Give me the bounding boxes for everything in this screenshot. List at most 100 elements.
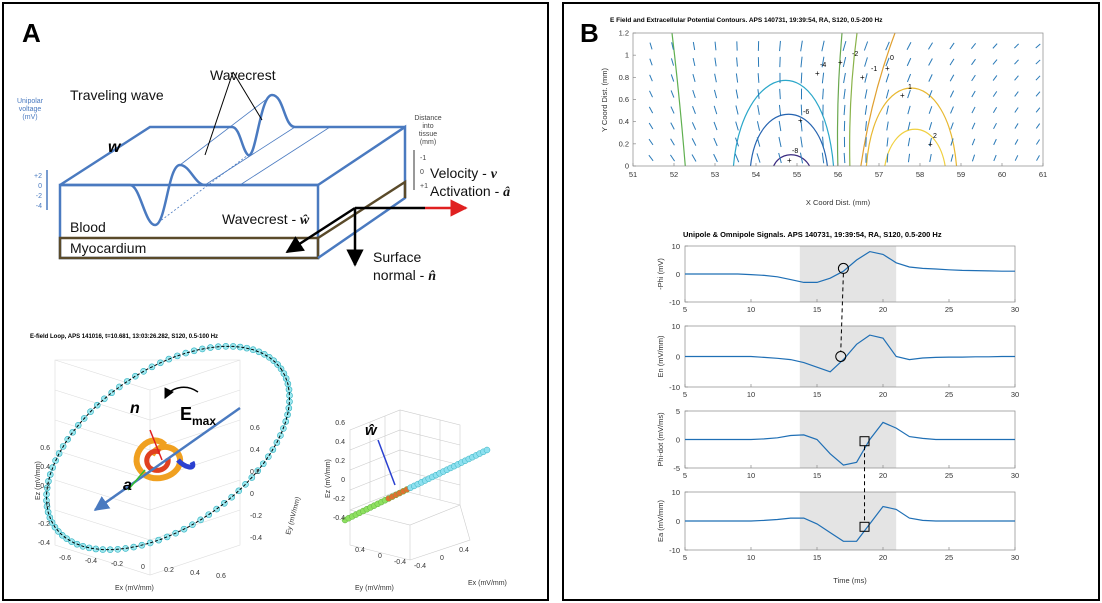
field-arrow (821, 152, 825, 164)
axis-label: (mm) (420, 139, 436, 146)
field-arrow (843, 88, 846, 100)
field-arrow (842, 40, 847, 52)
label: Wavecrest - ŵ (222, 211, 310, 228)
y-tick-label: 0 (625, 162, 629, 171)
link-line (840, 273, 844, 352)
loop-point (282, 418, 290, 425)
x-tick-label: 54 (752, 170, 760, 179)
tick-label: 0.4 (335, 439, 345, 446)
subscript: max (192, 414, 216, 428)
field-arrow (648, 122, 654, 130)
shade-region (799, 246, 897, 302)
contour-label: 0 (890, 55, 894, 62)
field-arrow (971, 90, 976, 98)
x-tick-label: 5 (683, 305, 687, 314)
tick-label: 0 (38, 183, 42, 190)
symbol: n̂ (428, 269, 436, 284)
axis-label: into (422, 123, 433, 130)
contour-label: -6 (803, 109, 809, 116)
field-arrow (906, 41, 912, 51)
field-arrow (778, 120, 782, 132)
x-tick-label: 15 (813, 553, 821, 562)
x-tick-label: 20 (879, 471, 887, 480)
field-arrow (949, 58, 955, 66)
axis-label: (mV) (22, 114, 37, 121)
field-arrow (971, 106, 976, 114)
field-arrow (756, 121, 761, 131)
tick-label: 0.6 (335, 420, 345, 427)
field-arrow (928, 74, 933, 82)
y-tick-label: 0 (676, 353, 680, 362)
field-arrow (799, 152, 804, 164)
label: Myocardium (70, 240, 146, 256)
rotation-arrow (164, 386, 199, 399)
field-arrow (734, 153, 740, 163)
field-arrow (949, 42, 955, 50)
field-arrow (843, 152, 846, 164)
field-arrow (713, 105, 718, 115)
field-arrow (691, 138, 697, 146)
field-arrow (756, 153, 761, 163)
field-arrow (713, 121, 718, 131)
axis-label: Unipolar (17, 98, 44, 105)
field-arrow (971, 74, 976, 82)
loop-point (174, 352, 181, 360)
field-arrow (757, 73, 760, 83)
svg-text:+: + (860, 73, 865, 82)
field-arrow (670, 58, 675, 66)
axis-label: Ez (mV/mm) (35, 461, 42, 500)
x-tick-label: 30 (1011, 471, 1019, 480)
w-line (377, 439, 396, 486)
field-arrow (864, 89, 868, 99)
inner-loop (133, 437, 184, 482)
contour-label: -2 (852, 51, 858, 58)
y-tick-label: 0 (676, 517, 680, 526)
field-arrow (670, 106, 675, 114)
field-arrow (886, 153, 889, 163)
tick-label: 0.2 (40, 483, 50, 490)
field-arrow (735, 137, 739, 147)
label-text: Activation - (430, 183, 503, 199)
field-arrow (928, 122, 933, 130)
loop-point (277, 432, 284, 439)
shade-region (799, 492, 897, 550)
tick-label: 0.6 (250, 425, 260, 432)
field-arrow (949, 74, 955, 82)
tick-label: +2 (34, 173, 42, 180)
signal-line (685, 250, 1015, 283)
svg-text:+: + (815, 69, 820, 78)
field-arrow (907, 153, 911, 163)
tick-label: -0.2 (250, 513, 262, 520)
tick-label: 0 (341, 477, 345, 484)
field-arrow (842, 56, 847, 68)
label-text: normal - (373, 267, 428, 283)
field-arrow (992, 91, 998, 97)
contour-label: -8 (792, 148, 798, 155)
field-arrow (692, 41, 696, 51)
y-tick-label: -5 (673, 464, 680, 473)
field-arrow (993, 122, 997, 130)
field-arrow (691, 154, 697, 162)
field-arrow (1035, 43, 1041, 49)
shade-region (799, 411, 897, 468)
field-arrow (907, 105, 911, 115)
field-arrow (864, 105, 868, 115)
panel-b-frame (562, 2, 1100, 601)
field-arrow (971, 58, 976, 66)
y-tick-label: 0.4 (619, 117, 629, 126)
field-arrow (670, 122, 675, 130)
tick-label: 0.6 (216, 573, 226, 580)
y-tick-label: 1.2 (619, 29, 629, 38)
field-arrow (886, 121, 889, 131)
label: n (130, 400, 140, 417)
x-tick-label: 25 (945, 305, 953, 314)
field-arrow (971, 138, 976, 146)
x-tick-label: 10 (747, 305, 755, 314)
tick-label: 0.4 (459, 547, 469, 554)
y-axis-label: -Phi (mV) (656, 258, 665, 290)
tick-label: -0.4 (85, 558, 97, 565)
x-tick-label: 20 (879, 390, 887, 399)
field-arrow (691, 122, 697, 130)
field-arrow (992, 43, 998, 49)
